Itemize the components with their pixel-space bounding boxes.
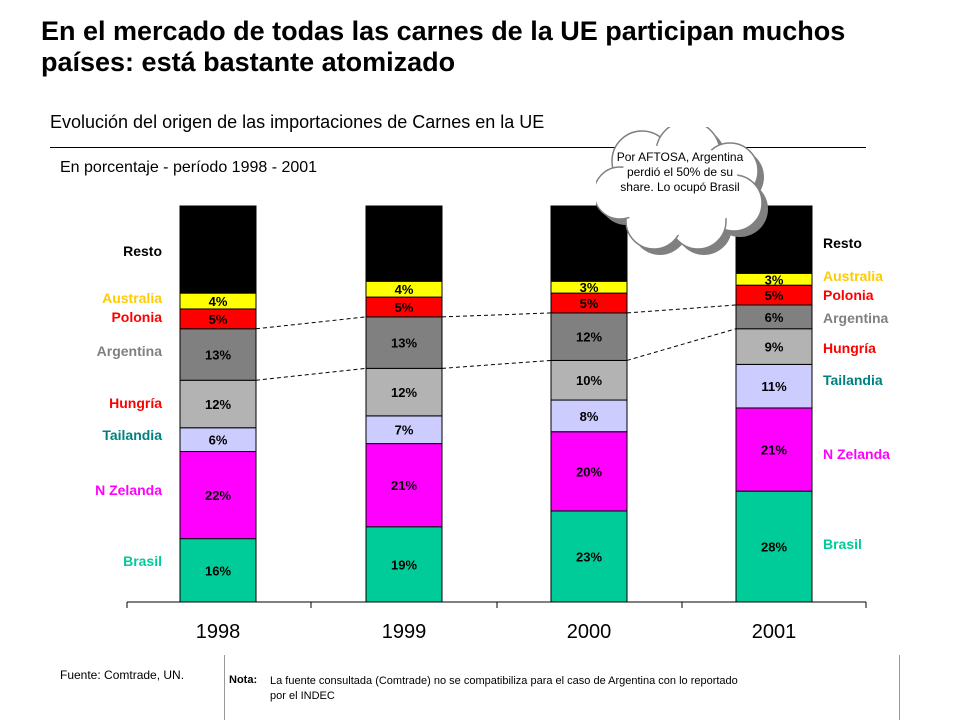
x-tick-label: 2000	[567, 621, 612, 643]
x-tick-label: 2001	[752, 621, 797, 643]
data-label: 21%	[391, 478, 417, 493]
bar-tailandia	[550, 399, 628, 433]
legend-left-label: Resto	[123, 243, 162, 259]
note-label: Nota:	[229, 674, 258, 686]
legend-right-label: Brasil	[823, 536, 862, 552]
bar-hungría	[550, 359, 628, 401]
bar-n-zelanda	[550, 431, 628, 512]
bar-n-zelanda	[735, 407, 813, 492]
legend-right-label: Polonia	[823, 287, 874, 303]
legend-left-label: Tailandia	[102, 427, 162, 443]
data-label: 28%	[761, 540, 787, 555]
legend-left-label: Hungría	[109, 395, 162, 411]
legend-right-label: N Zelanda	[823, 446, 890, 462]
bar-argentina	[179, 328, 257, 381]
note-box	[224, 655, 900, 720]
legend-left-label: Brasil	[123, 553, 162, 569]
argentina-trend-line	[626, 328, 737, 361]
legend-left-label: Australia	[102, 290, 162, 306]
data-label: 7%	[395, 423, 414, 438]
data-label: 12%	[391, 385, 417, 400]
data-label: 5%	[209, 312, 228, 327]
data-label: 5%	[580, 296, 599, 311]
title-divider	[50, 147, 866, 148]
data-label: 13%	[391, 336, 417, 351]
bar-tailandia	[365, 415, 443, 445]
bar-brasil	[550, 510, 628, 603]
bar-resto	[365, 205, 443, 282]
data-label: 23%	[576, 549, 602, 564]
bar-n-zelanda	[179, 451, 257, 540]
source-note: Fuente: Comtrade, UN.	[60, 668, 185, 682]
data-label: 12%	[205, 397, 231, 412]
callout-cloud	[596, 127, 768, 255]
data-label: 12%	[576, 330, 602, 345]
bar-argentina	[550, 312, 628, 361]
data-label: 6%	[765, 310, 784, 325]
unit-label: En porcentaje - período 1998 - 2001	[60, 159, 318, 176]
bar-argentina	[365, 316, 443, 369]
data-label: 16%	[205, 563, 231, 578]
argentina-trend-line	[255, 316, 367, 330]
data-label: 22%	[205, 488, 231, 503]
data-label: 3%	[765, 272, 784, 287]
bar-brasil	[179, 538, 257, 603]
data-label: 8%	[580, 409, 599, 424]
data-label: 20%	[576, 464, 602, 479]
bar-n-zelanda	[365, 443, 443, 528]
data-label: 4%	[395, 282, 414, 297]
argentina-trend-line	[441, 359, 552, 369]
bar-tailandia	[735, 363, 813, 409]
argentina-trend-line	[626, 304, 737, 314]
legend-left-label: N Zelanda	[95, 482, 162, 498]
data-label: 3%	[580, 280, 599, 295]
page-title: En el mercado de todas las carnes de la …	[41, 16, 846, 77]
data-label: 11%	[761, 379, 787, 394]
legend-right-label: Argentina	[823, 310, 889, 326]
legend-right-label: Hungría	[823, 340, 876, 356]
legend-left-label: Argentina	[97, 343, 163, 359]
note-text: La fuente consultada (Comtrade) no se co…	[270, 675, 738, 702]
data-label: 10%	[576, 373, 602, 388]
argentina-trend-line	[441, 312, 552, 318]
legend-left-label: Polonia	[111, 309, 162, 325]
bar-hungría	[735, 328, 813, 365]
data-label: 9%	[765, 340, 784, 355]
legend-right-label: Resto	[823, 235, 862, 251]
data-label: 5%	[765, 288, 784, 303]
data-label: 4%	[209, 294, 228, 309]
legend-right-label: Australia	[823, 268, 883, 284]
data-label: 6%	[209, 433, 228, 448]
x-tick-label: 1998	[196, 621, 241, 643]
data-label: 19%	[391, 557, 417, 572]
callout-text: Por AFTOSA, Argentina perdió el 50% de s…	[616, 150, 744, 194]
bar-hungría	[179, 379, 257, 429]
legend-right-label: Tailandia	[823, 372, 883, 388]
x-tick-label: 1999	[382, 621, 427, 643]
data-label: 21%	[761, 443, 787, 458]
bar-resto	[179, 205, 257, 294]
chart-subtitle: Evolución del origen de las importacione…	[50, 112, 545, 132]
data-label: 5%	[395, 300, 414, 315]
bar-hungría	[365, 367, 443, 417]
argentina-trend-line	[255, 367, 367, 381]
data-label: 13%	[205, 348, 231, 363]
bar-brasil	[735, 490, 813, 603]
